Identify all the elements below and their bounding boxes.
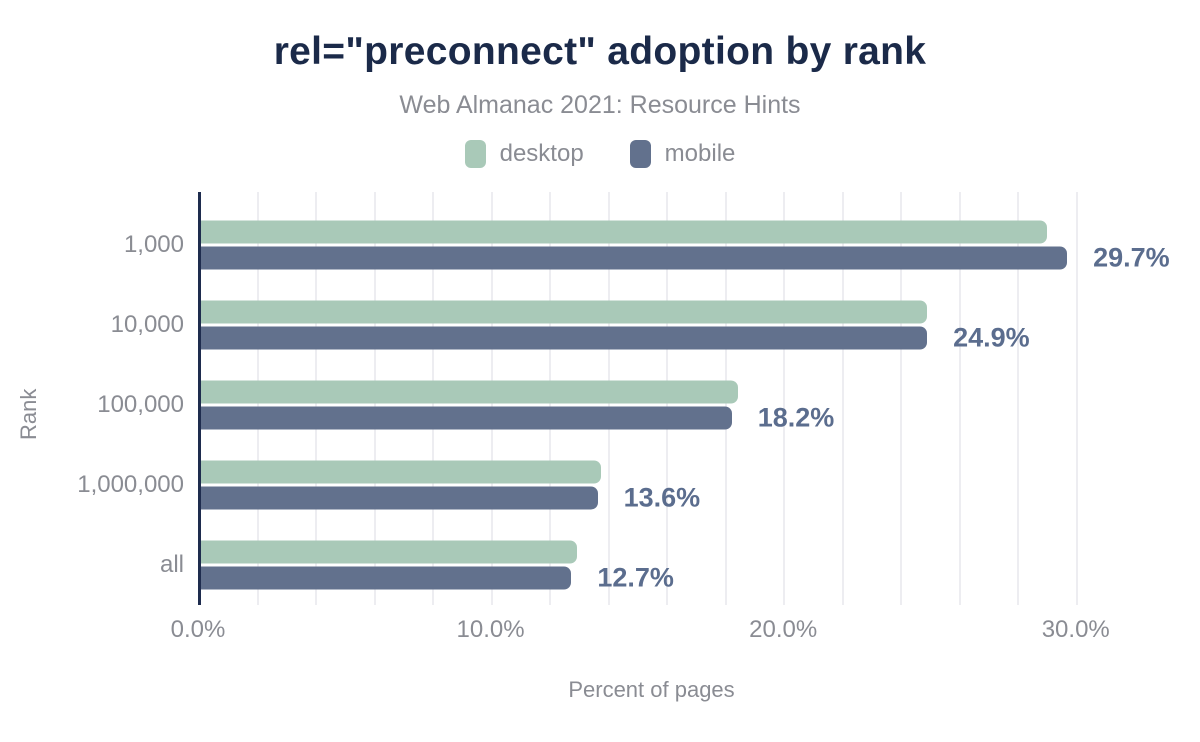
legend-item-mobile: mobile [629, 140, 736, 168]
bar-mobile [201, 326, 928, 350]
bar-mobile [201, 566, 572, 590]
legend-swatch-desktop-icon [464, 140, 486, 168]
category-row: 1,000,000 13.6% [77, 445, 1105, 525]
legend: desktop mobile [0, 140, 1200, 168]
bar-group [201, 460, 1105, 510]
category-label: 1,000 [123, 231, 184, 258]
gridline [1017, 192, 1020, 605]
category-label: all [159, 551, 184, 578]
bar-group [201, 300, 1105, 350]
gridline [783, 192, 786, 605]
x-tick-label: 20.0% [749, 616, 818, 643]
gridline [1075, 192, 1078, 605]
gridline [958, 192, 961, 605]
bar-mobile [201, 406, 732, 430]
bar-group [201, 540, 1105, 590]
bar-group [201, 220, 1105, 270]
x-tick-label: 10.0% [456, 616, 525, 643]
bar-group [201, 380, 1105, 430]
chart-title: rel="preconnect" adoption by rank [273, 30, 927, 73]
gridline [900, 192, 903, 605]
bar-mobile [201, 246, 1068, 270]
legend-item-desktop: desktop [464, 140, 584, 168]
gridline [841, 192, 844, 605]
legend-label-desktop: desktop [499, 140, 584, 167]
value-label: 29.7% [1093, 242, 1170, 273]
bar-desktop [201, 540, 578, 564]
x-tick-label: 30.0% [1041, 616, 1110, 643]
value-label: 18.2% [757, 402, 835, 433]
plot-area: 1,000 29.7% 10,000 24.9% 100,000 18.2% 1,000,0… [77, 192, 1170, 643]
category-label: 1,000,000 [77, 471, 184, 498]
y-axis-title: Rank [16, 388, 41, 440]
x-tick-label: 0.0% [170, 616, 226, 643]
bar-desktop [201, 220, 1047, 244]
bar-desktop [201, 380, 738, 404]
category-row: 10,000 24.9% [111, 285, 1105, 365]
legend-label-mobile: mobile [664, 140, 736, 167]
chart-subtitle: Web Almanac 2021: Resource Hints [399, 91, 801, 119]
value-label: 12.7% [597, 562, 674, 593]
bar-desktop [201, 300, 928, 324]
y-axis-line [198, 192, 201, 605]
value-label: 13.6% [623, 482, 701, 513]
bar-mobile [201, 486, 598, 510]
value-label: 24.9% [953, 322, 1030, 353]
bar-rows: 1,000 29.7% 10,000 24.9% 100,000 18.2% 1,000,0… [77, 205, 1170, 605]
category-label: 10,000 [110, 311, 184, 338]
legend-swatch-mobile-icon [629, 140, 651, 168]
bar-desktop [201, 460, 601, 484]
category-row: 1,000 29.7% [124, 205, 1170, 285]
category-row: all 12.7% [160, 525, 1105, 605]
x-axis-ticks: 0.0% 10.0% 20.0% 30.0% [171, 616, 1110, 646]
category-label: 100,000 [97, 391, 184, 418]
category-row: 100,000 18.2% [97, 365, 1105, 445]
x-axis-title: Percent of pages [568, 677, 735, 702]
